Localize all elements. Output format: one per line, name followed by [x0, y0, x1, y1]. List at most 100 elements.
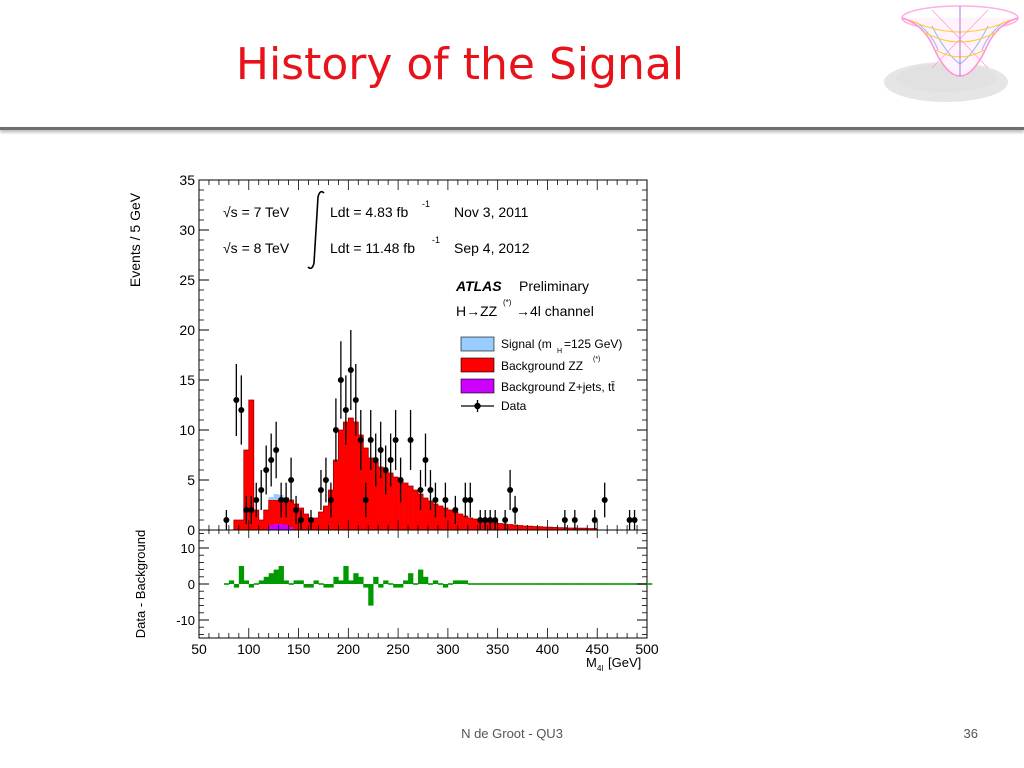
x-axis: 50 100 150 200 250 300 350 400 450 500 — [191, 530, 659, 657]
residual-bar — [298, 580, 304, 584]
residual-bar — [597, 583, 603, 585]
residual-bar — [437, 583, 444, 585]
zz-bar — [567, 528, 573, 530]
legend-marker-data-dot — [474, 402, 481, 410]
annotation-channel: H→ZZ — [456, 303, 498, 319]
residual-bar — [333, 576, 339, 584]
zz-bar — [447, 510, 454, 530]
residual-bar — [542, 583, 548, 585]
data-point — [452, 507, 459, 513]
mexican-hat-potential-icon — [884, 5, 1019, 102]
y-tick-label: 20 — [179, 322, 195, 338]
annotation-date2: Sep 4, 2012 — [454, 240, 530, 256]
lower-y-tick-label: 10 — [181, 541, 195, 556]
data-point — [288, 477, 295, 483]
footer-text: N de Groot - QU3 — [461, 726, 563, 741]
residual-bar — [233, 584, 240, 588]
residual-bar — [507, 583, 513, 585]
residual-bar — [577, 583, 583, 585]
residual-bar — [572, 583, 578, 585]
zz-bar — [427, 501, 434, 530]
data-point — [377, 447, 384, 453]
residual-bar — [318, 583, 324, 585]
data-point — [512, 507, 519, 513]
upper-plot-frame — [198, 179, 648, 531]
data-point — [233, 397, 240, 403]
data-point — [382, 467, 389, 473]
zz-bar — [532, 526, 538, 530]
data-series — [223, 330, 638, 530]
residual-bar — [348, 580, 354, 584]
residual-bar — [457, 580, 464, 584]
residual-bar — [383, 580, 389, 584]
legend-label-zz-sup: (*) — [593, 356, 600, 363]
data-point — [442, 497, 449, 503]
residual-bar — [253, 583, 260, 585]
residual-bar — [373, 576, 379, 584]
legend-label-signal-sub: H — [557, 348, 562, 355]
residual-bar — [408, 573, 414, 584]
residual-bar — [452, 580, 459, 584]
residual-bar — [502, 583, 508, 585]
residual-bar — [353, 573, 359, 584]
residual-bar — [363, 584, 369, 588]
annotation-date1: Nov 3, 2011 — [454, 204, 529, 220]
residual-bar — [393, 584, 399, 588]
x-tick-label: 150 — [287, 641, 311, 657]
x-tick-label: 50 — [191, 641, 207, 657]
legend: Signal (m H =125 GeV) Background ZZ (*) … — [460, 336, 622, 413]
zz-bar — [258, 520, 265, 530]
zz-bar — [403, 483, 409, 530]
x-tick-label: 300 — [436, 641, 460, 657]
residual-bar — [602, 583, 608, 585]
y-tick-label: 15 — [179, 372, 195, 388]
residual-bar — [273, 569, 279, 584]
zz-bar — [378, 467, 384, 530]
residual-bar — [303, 584, 309, 588]
data-point — [462, 497, 469, 503]
data-point — [238, 407, 245, 413]
data-point — [263, 467, 270, 473]
residual-bar — [612, 583, 618, 585]
residual-bar — [487, 583, 493, 585]
zz-bar — [388, 473, 394, 530]
residual-bar — [283, 580, 289, 584]
y-tick-label: 5 — [187, 472, 195, 488]
zz-bar — [582, 528, 588, 530]
zz-outline — [228, 399, 598, 531]
annotation-lumi2: Ldt = 11.48 fb — [330, 240, 415, 256]
lower-y-tick-label: 0 — [188, 577, 195, 592]
lower-y-tick-label: -10 — [176, 613, 195, 628]
residual-bar — [477, 583, 484, 585]
lower-y-axis: -10 0 10 — [176, 533, 647, 635]
zz-bar — [333, 460, 339, 530]
data-point — [352, 397, 359, 403]
data-point — [417, 487, 424, 493]
annotation-channel-star: (*) — [503, 298, 512, 307]
data-point — [477, 517, 484, 523]
data-point — [347, 367, 354, 373]
upper-y-axis: 0 5 10 15 20 25 30 35 — [179, 172, 647, 538]
data-point — [357, 437, 364, 443]
zz-bar — [238, 520, 245, 530]
zz-bar — [537, 526, 543, 530]
residual-bar — [557, 583, 563, 585]
legend-label-signal-end: =125 GeV) — [564, 337, 622, 351]
data-point — [258, 487, 265, 493]
zz-bar — [353, 422, 359, 530]
zz-bar — [472, 519, 479, 530]
zz-bar — [557, 527, 563, 530]
data-point — [507, 487, 514, 493]
data-point — [492, 517, 499, 523]
residual-bar — [532, 583, 538, 585]
zz-bar — [467, 518, 474, 530]
title-divider — [0, 127, 1024, 130]
x-tick-label: 250 — [386, 641, 410, 657]
residual-bar — [423, 576, 429, 584]
residual-bar — [427, 583, 434, 585]
residual-bar — [398, 584, 404, 588]
residual-bar — [432, 580, 439, 584]
signal-bar — [268, 497, 274, 500]
residual-bar — [492, 583, 498, 585]
x-tick-label: 100 — [237, 641, 261, 657]
